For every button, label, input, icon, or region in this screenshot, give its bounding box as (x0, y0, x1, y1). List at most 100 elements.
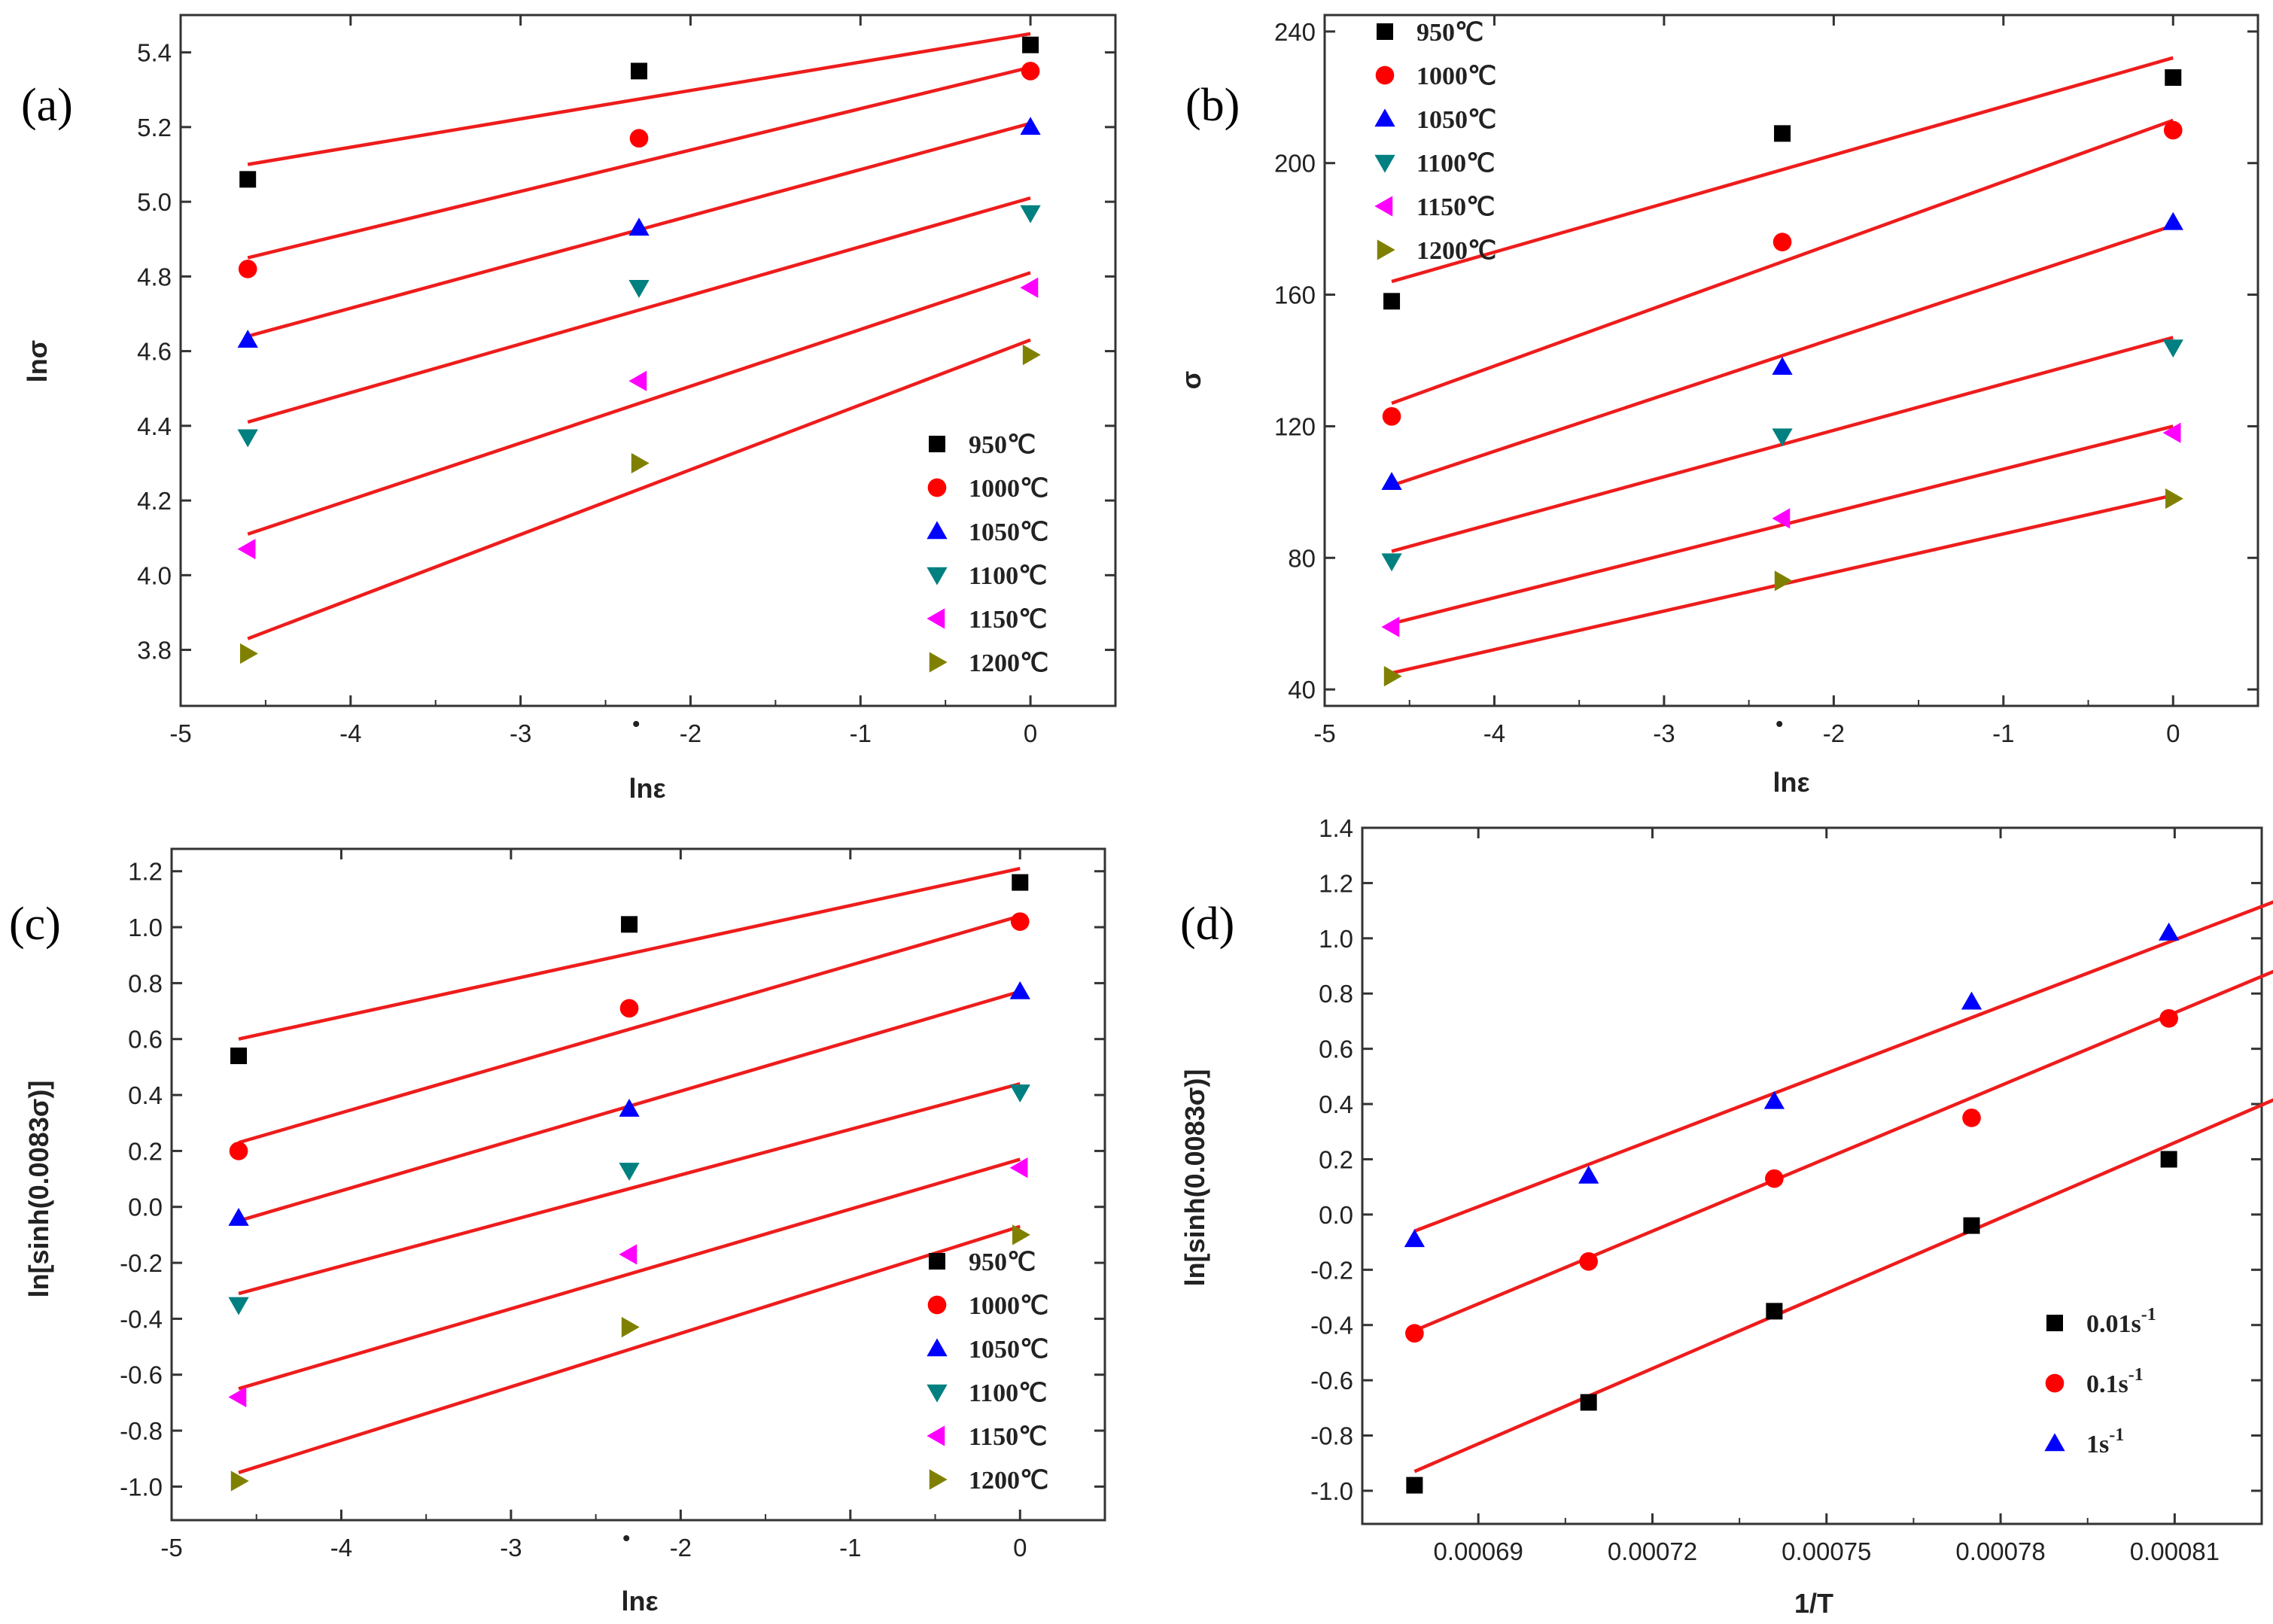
data-point (1009, 1084, 1030, 1102)
y-tick-label: 0.6 (128, 1026, 163, 1054)
x-tick-label: 0 (1024, 719, 1037, 747)
x-tick-label: -3 (1653, 719, 1675, 747)
y-tick-label: 5.0 (137, 188, 172, 216)
data-point (228, 1207, 249, 1226)
y-tick-label: 0.0 (1319, 1201, 1353, 1229)
y-tick-label: 4.8 (137, 263, 172, 290)
data-point (1020, 205, 1041, 224)
data-point (228, 1297, 249, 1315)
fit-line (247, 271, 1031, 536)
y-tick-label: 0.8 (128, 969, 163, 997)
legend-label: 1s-1 (2086, 1425, 2124, 1458)
data-point (2165, 488, 2183, 509)
legend-marker (1374, 154, 1395, 173)
data-point (1381, 553, 1402, 572)
data-point (237, 538, 256, 560)
data-point (1578, 1165, 1599, 1184)
data-point (1022, 36, 1039, 53)
y-tick-label: 5.4 (137, 39, 172, 67)
data-point (1772, 233, 1792, 251)
fit-line (247, 65, 1031, 260)
data-point (619, 1244, 637, 1265)
legend-marker (1377, 23, 1393, 40)
y-tick-label: 0.4 (1319, 1090, 1353, 1118)
data-point (629, 129, 649, 148)
data-point (1382, 406, 1401, 426)
strain-rate-dot (623, 1535, 630, 1541)
data-point (1772, 508, 1791, 529)
x-tick-label: 0.00069 (1434, 1537, 1523, 1565)
strain-rate-dot (1776, 721, 1783, 727)
y-tick-label: -0.6 (120, 1361, 163, 1389)
x-tick-label: 0.00081 (2130, 1537, 2220, 1565)
fit-line (1413, 1098, 2273, 1473)
legend-label: 1150℃ (969, 1423, 1047, 1451)
y-axis-label: ln[sinh(0.0083σ)] (1179, 1069, 1210, 1287)
data-point (2165, 69, 2182, 87)
legend-marker (927, 1384, 948, 1403)
data-point (228, 1386, 247, 1408)
legend-label: 1100℃ (1416, 150, 1495, 178)
y-tick-label: 120 (1274, 412, 1316, 440)
x-tick-label: 0.00078 (1955, 1537, 2045, 1565)
fit-line (1391, 56, 2174, 284)
data-point (1404, 1229, 1426, 1248)
panel-b: -5 -4 -3 -2 -1 0 40 80 120 160 200 240 lnε σ (b) 950℃ 10… (1176, 14, 2259, 798)
y-tick-label: -1.0 (1310, 1477, 1353, 1505)
fit-line (247, 338, 1031, 640)
x-tick-label: 0.00075 (1782, 1537, 1871, 1565)
data-point (628, 280, 650, 298)
legend-marker (927, 1425, 945, 1446)
legend-marker (927, 521, 948, 540)
data-point (1963, 1217, 1980, 1234)
fit-line (1391, 118, 2174, 405)
legend-label: 950℃ (969, 1248, 1036, 1276)
data-point (2162, 422, 2181, 443)
data-point (237, 330, 258, 348)
y-tick-label: 0.2 (1319, 1145, 1353, 1173)
data-point (1021, 62, 1040, 81)
y-tick-label: 3.8 (137, 637, 172, 665)
legend-marker (2044, 1433, 2065, 1452)
data-point (1012, 1224, 1030, 1245)
legend-marker (927, 478, 947, 497)
y-tick-label: -0.2 (1310, 1256, 1353, 1284)
legend-label: 1050℃ (1416, 106, 1496, 134)
fit-line (238, 1224, 1021, 1474)
legend-label: 1050℃ (969, 519, 1048, 546)
legend-label: 1000℃ (1416, 62, 1496, 90)
x-tick-label: 0 (2166, 719, 2180, 747)
data-point (619, 999, 639, 1018)
data-point (1010, 912, 1030, 931)
data-point (1009, 1157, 1028, 1178)
panel-c: -5 -4 -3 -2 -1 0 -1.0 -0.8 -0.6 -0.4 -0.2 0.0 0.2 0.4… (9, 847, 1106, 1616)
legend-label: 950℃ (1416, 19, 1483, 47)
legend-marker (2046, 1315, 2063, 1331)
y-axis-label: ln[sinh(0.0083σ)] (23, 1081, 54, 1298)
data-point (1020, 117, 1041, 135)
legend-marker (927, 1338, 948, 1357)
data-point (619, 1099, 640, 1117)
data-point (230, 1048, 248, 1065)
data-point (238, 260, 257, 278)
data-point (1381, 472, 1402, 490)
data-point (2162, 339, 2183, 358)
legend-label: 1100℃ (969, 1379, 1047, 1407)
x-tick-label: -5 (1313, 719, 1335, 747)
legend-label: 1200℃ (969, 1467, 1048, 1495)
y-tick-label: 80 (1288, 544, 1316, 572)
legend-superscript: -1 (2141, 1305, 2156, 1324)
x-tick-label: -1 (850, 719, 872, 747)
plot-frame (179, 14, 1117, 707)
y-tick-label: 1.4 (1319, 814, 1353, 842)
data-point (237, 429, 258, 448)
data-point (1383, 293, 1401, 310)
fit-line (1413, 900, 2273, 1233)
data-point (2163, 120, 2183, 140)
y-tick-label: 1.2 (1319, 869, 1353, 897)
legend-marker (929, 436, 945, 452)
plot-frame (170, 847, 1106, 1522)
fit-line (1391, 224, 2174, 488)
panel-d: 0.00069 0.00072 0.00075 0.00078 0.00081 -1.0 -… (1179, 814, 2273, 1619)
panel-label: (a) (21, 80, 73, 131)
